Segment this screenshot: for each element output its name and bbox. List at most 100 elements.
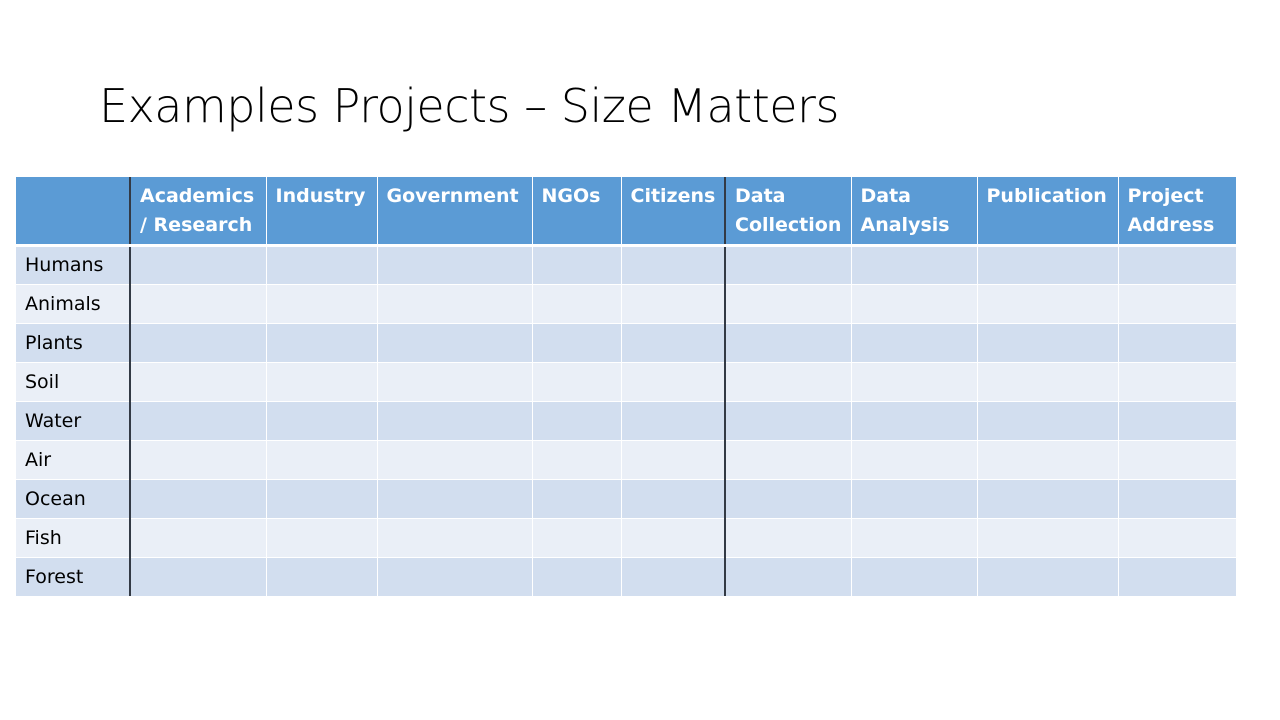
table-body: Humans Animals Plants Soil Water Air Ocean Fish…	[16, 244, 1236, 596]
table-cell	[724, 517, 851, 557]
table-cell	[376, 517, 532, 557]
table-cell	[265, 400, 377, 440]
table-cell	[531, 439, 621, 479]
table-cell	[620, 439, 725, 479]
table-cell	[129, 556, 266, 596]
table-cell	[620, 322, 725, 362]
table-cell	[265, 517, 377, 557]
table-cell	[265, 361, 377, 401]
table-cell	[976, 361, 1118, 401]
table-cell	[620, 283, 725, 323]
table-cell	[1117, 439, 1236, 479]
table-cell	[376, 283, 532, 323]
table-cell	[976, 439, 1118, 479]
table-cell	[1117, 556, 1236, 596]
column-header: Citizens	[620, 177, 725, 247]
table-cell	[850, 400, 977, 440]
column-header: Industry	[265, 177, 377, 247]
header-row: Academics / Research Industry Government…	[16, 177, 1236, 247]
table-cell	[724, 556, 851, 596]
table-cell	[850, 361, 977, 401]
row-header: Water	[16, 400, 130, 440]
table-cell	[620, 244, 725, 284]
table-cell	[976, 283, 1118, 323]
table-row: Ocean	[16, 478, 1236, 518]
table-cell	[265, 244, 377, 284]
table-cell	[129, 400, 266, 440]
row-header: Soil	[16, 361, 130, 401]
table-cell	[1117, 283, 1236, 323]
table-cell	[1117, 517, 1236, 557]
table-cell	[531, 322, 621, 362]
table-cell	[620, 556, 725, 596]
table-cell	[1117, 400, 1236, 440]
table-cell	[129, 322, 266, 362]
table-cell	[850, 556, 977, 596]
table-cell	[620, 400, 725, 440]
table-cell	[1117, 244, 1236, 284]
stakeholder-matrix-table: Academics / Research Industry Government…	[16, 177, 1236, 596]
column-header: Publication	[976, 177, 1118, 247]
table-cell	[129, 517, 266, 557]
table-cell	[1117, 322, 1236, 362]
row-header: Plants	[16, 322, 130, 362]
table-cell	[976, 556, 1118, 596]
table-cell	[724, 478, 851, 518]
table-cell	[976, 478, 1118, 518]
column-header: Data Collection	[724, 177, 851, 247]
table-cell	[724, 244, 851, 284]
table-cell	[976, 322, 1118, 362]
table-cell	[724, 400, 851, 440]
table-cell	[376, 400, 532, 440]
row-header: Air	[16, 439, 130, 479]
row-header: Fish	[16, 517, 130, 557]
table-cell	[850, 322, 977, 362]
table-row: Forest	[16, 556, 1236, 596]
table-cell	[376, 556, 532, 596]
table-cell	[129, 283, 266, 323]
table-cell	[724, 283, 851, 323]
table-cell	[531, 517, 621, 557]
table-cell	[724, 439, 851, 479]
table-cell	[376, 361, 532, 401]
table-cell	[976, 517, 1118, 557]
table-row: Humans	[16, 244, 1236, 284]
table-cell	[129, 439, 266, 479]
table-row: Soil	[16, 361, 1236, 401]
table-cell	[850, 439, 977, 479]
table-cell	[376, 439, 532, 479]
table-cell	[724, 361, 851, 401]
table-row: Air	[16, 439, 1236, 479]
table-cell	[531, 556, 621, 596]
table-cell	[531, 244, 621, 284]
table-cell	[129, 478, 266, 518]
table-cell	[265, 556, 377, 596]
column-header: Academics / Research	[129, 177, 266, 247]
table-cell	[376, 322, 532, 362]
table-cell	[976, 244, 1118, 284]
table-row: Plants	[16, 322, 1236, 362]
table-cell	[265, 478, 377, 518]
slide-title: Examples Projects – Size Matters	[99, 79, 839, 133]
table-cell	[265, 439, 377, 479]
table-cell	[265, 322, 377, 362]
row-header: Humans	[16, 244, 130, 284]
column-header: Data Analysis	[850, 177, 977, 247]
row-header: Ocean	[16, 478, 130, 518]
table-header: Academics / Research Industry Government…	[16, 177, 1236, 247]
table-cell	[976, 400, 1118, 440]
table-cell	[620, 478, 725, 518]
column-header: Government	[376, 177, 532, 247]
table-row: Water	[16, 400, 1236, 440]
table-cell	[531, 400, 621, 440]
table-cell	[620, 361, 725, 401]
table-row: Fish	[16, 517, 1236, 557]
table-cell	[265, 283, 377, 323]
table-cell	[129, 244, 266, 284]
table-cell	[850, 283, 977, 323]
table-cell	[531, 283, 621, 323]
table-cell	[376, 244, 532, 284]
table-cell	[620, 517, 725, 557]
table-row: Animals	[16, 283, 1236, 323]
